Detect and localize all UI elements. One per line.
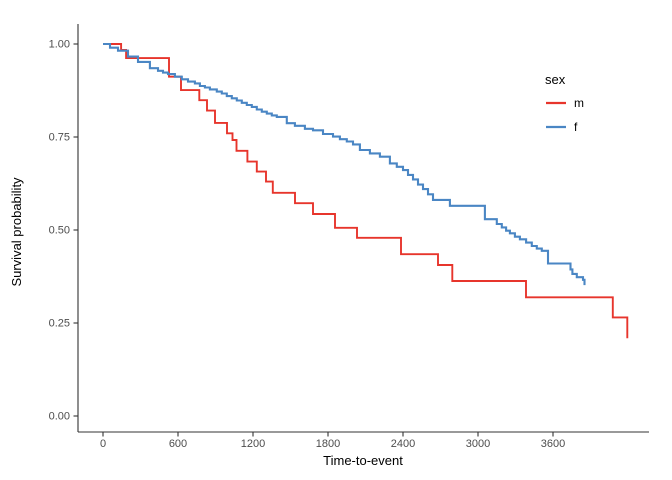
survival-curve-m (103, 43, 629, 339)
survival-curve-f (103, 42, 586, 286)
y-axis-ticks: 0.00 0.25 0.50 0.75 1.00 (49, 39, 78, 423)
x-tick-label: 3000 (466, 438, 490, 450)
x-tick-label: 600 (169, 438, 187, 450)
survival-curves (103, 42, 629, 339)
x-tick-label: 1200 (241, 438, 265, 450)
legend-items: mf (546, 96, 584, 134)
x-tick-label: 0 (100, 438, 106, 450)
legend-title: sex (545, 72, 566, 87)
y-tick-label: 0.75 (49, 132, 70, 144)
x-tick-label: 1800 (316, 438, 340, 450)
y-tick-label: 1.00 (49, 39, 70, 51)
legend-label-m: m (574, 96, 584, 110)
y-tick-label: 0.25 (49, 318, 70, 330)
legend-item-f: f (546, 120, 578, 134)
legend: sex mf (545, 72, 584, 134)
x-axis-title: Time-to-event (323, 453, 403, 468)
legend-label-f: f (574, 120, 578, 134)
y-tick-label: 0.50 (49, 225, 70, 237)
x-tick-label: 3600 (541, 438, 565, 450)
x-tick-label: 2400 (391, 438, 415, 450)
y-tick-label: 0.00 (49, 411, 70, 423)
x-axis-ticks: 0 600 1200 1800 2400 3000 3600 (100, 432, 565, 450)
legend-item-m: m (546, 96, 584, 110)
y-axis-title: Survival probability (9, 177, 24, 287)
